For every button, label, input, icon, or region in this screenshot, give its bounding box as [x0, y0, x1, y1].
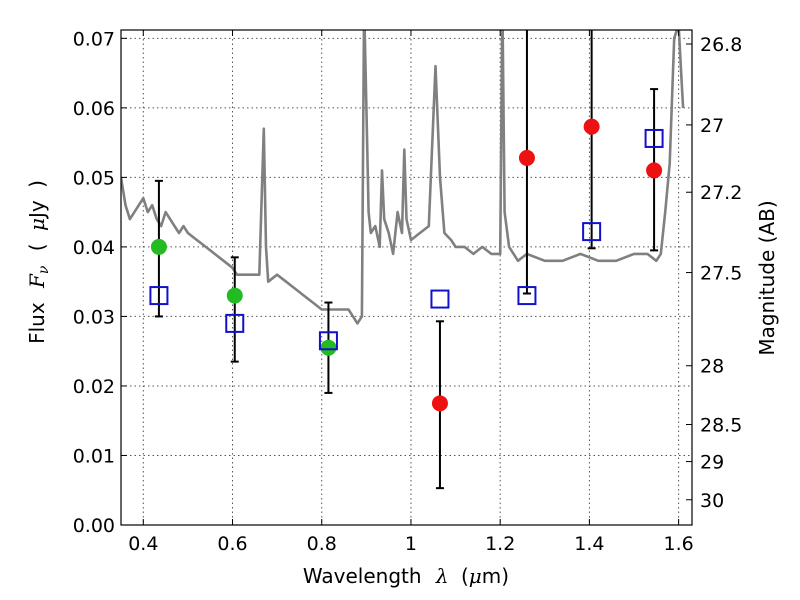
- mag-tick-label: 27.5: [700, 263, 742, 285]
- model-square-point: [644, 128, 664, 148]
- y-tick-label: 0.01: [73, 445, 115, 467]
- ticks: 0.4 0.6 0.8 1 1.2 1.4 1.6 0.00 0.01 0.02 0.03 0.04 0…: [73, 28, 743, 555]
- model-square-point: [149, 286, 169, 306]
- spectrum-line: [121, 30, 685, 325]
- x-tick-label: 1.6: [664, 533, 694, 555]
- mag-tick-label: 28.5: [700, 415, 742, 437]
- right-y-axis-label: Magnitude (AB): [755, 200, 779, 355]
- mag-tick-label: 26.8: [700, 34, 742, 56]
- mag-tick-label: 30: [700, 490, 724, 512]
- grid: [121, 30, 692, 525]
- y-axis-label: Flux Fν ( μJy ): [25, 180, 53, 344]
- y-tick-label: 0.03: [73, 306, 115, 328]
- y-tick-label: 0.04: [73, 237, 115, 259]
- observed-green-point: [320, 339, 337, 356]
- plot-frame: [120, 29, 693, 526]
- x-tick-label: 0.8: [307, 533, 337, 555]
- y-tick-label: 0.06: [73, 98, 115, 120]
- marker-layer: [149, 118, 664, 412]
- model-square-point: [318, 331, 338, 351]
- errorbar-layer: [154, 30, 659, 490]
- model-square-point: [517, 286, 537, 306]
- observed-red-point: [431, 395, 448, 412]
- observed-green-point: [226, 287, 243, 304]
- model-square-point: [225, 313, 245, 333]
- x-tick-label: 0.4: [128, 533, 158, 555]
- x-tick-label: 1: [405, 533, 417, 555]
- mag-tick-label: 29: [700, 452, 724, 474]
- x-tick-label: 0.6: [217, 533, 247, 555]
- mag-tick-label: 27: [700, 115, 724, 137]
- mag-tick-label: 28: [700, 356, 724, 378]
- model-square-point: [582, 222, 602, 242]
- x-tick-label: 1.4: [574, 533, 604, 555]
- spectrum-layer: [121, 30, 685, 325]
- mag-tick-label: 27.2: [700, 182, 742, 204]
- x-axis-label: Wavelength λ (μm): [303, 564, 509, 588]
- y-tick-label: 0.02: [73, 376, 115, 398]
- observed-green-point: [150, 238, 167, 255]
- model-square-point: [430, 289, 450, 309]
- observed-red-point: [646, 162, 663, 179]
- observed-red-point: [583, 118, 600, 135]
- y-tick-label: 0.07: [73, 28, 115, 50]
- y-tick-label: 0.05: [73, 167, 115, 189]
- y-tick-label: 0.00: [73, 515, 115, 537]
- observed-red-point: [518, 149, 535, 166]
- x-tick-label: 1.2: [485, 533, 515, 555]
